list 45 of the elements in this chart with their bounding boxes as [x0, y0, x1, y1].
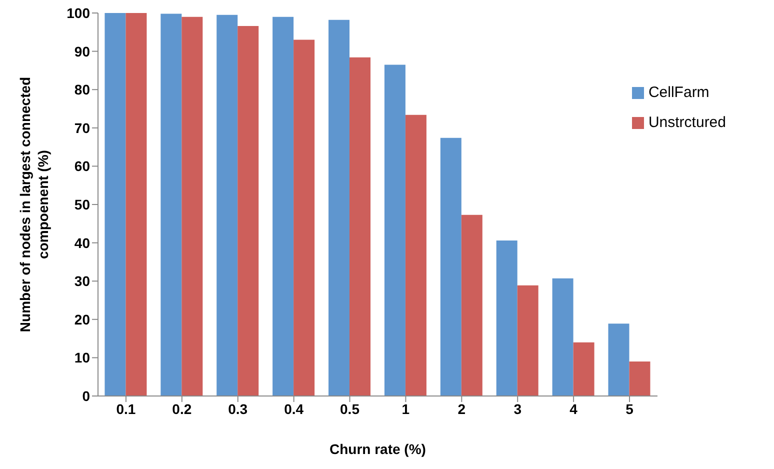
x-tick-label: 0.3	[228, 400, 248, 417]
x-tick-label: 1	[402, 400, 410, 417]
x-tick-label: 5	[626, 400, 634, 417]
bar	[216, 14, 238, 396]
y-tick-label: 100	[66, 4, 90, 21]
y-tick-label: 90	[74, 43, 90, 60]
x-tick-label: 2	[458, 400, 466, 417]
y-tick-label: 80	[74, 82, 90, 98]
x-tick-label: 0.4	[284, 400, 304, 417]
y-axis-title: Number of nodes in largest connected compoenent (%)	[17, 76, 51, 332]
y-tick-label: 30	[74, 273, 90, 290]
x-tick-label: 0.2	[172, 400, 192, 417]
y-tick-label: 20	[74, 311, 90, 328]
y-tick-label: 40	[74, 234, 90, 251]
bar	[384, 64, 406, 396]
legend-label: Unstrctured	[648, 114, 726, 131]
x-axis-title: Churn rate (%)	[330, 441, 426, 457]
legend-label: CellFarm	[648, 84, 710, 101]
bar	[573, 342, 594, 396]
bar	[350, 57, 370, 396]
x-tick-label: 0.5	[340, 400, 360, 417]
bar	[629, 362, 650, 396]
bar	[461, 214, 482, 396]
bar	[405, 114, 426, 396]
bar	[238, 26, 259, 396]
bar	[294, 40, 315, 396]
bar	[608, 324, 630, 396]
y-tick-label: 60	[74, 158, 90, 174]
bar	[104, 13, 126, 396]
x-tick-label: 3	[514, 400, 522, 417]
bar	[517, 285, 538, 396]
bar	[440, 138, 462, 396]
y-tick-label: 10	[74, 350, 90, 366]
y-tick-label: 0	[82, 388, 90, 404]
bar	[272, 16, 294, 396]
bar	[160, 14, 182, 396]
x-tick-label: 0.1	[116, 400, 136, 417]
bar	[126, 13, 147, 396]
x-tick-label: 4	[570, 400, 578, 417]
bar	[496, 240, 518, 396]
bar	[328, 20, 350, 396]
bar	[182, 16, 203, 396]
bar	[552, 278, 574, 396]
y-tick-label: 50	[74, 196, 90, 212]
y-tick-label: 70	[74, 120, 90, 136]
